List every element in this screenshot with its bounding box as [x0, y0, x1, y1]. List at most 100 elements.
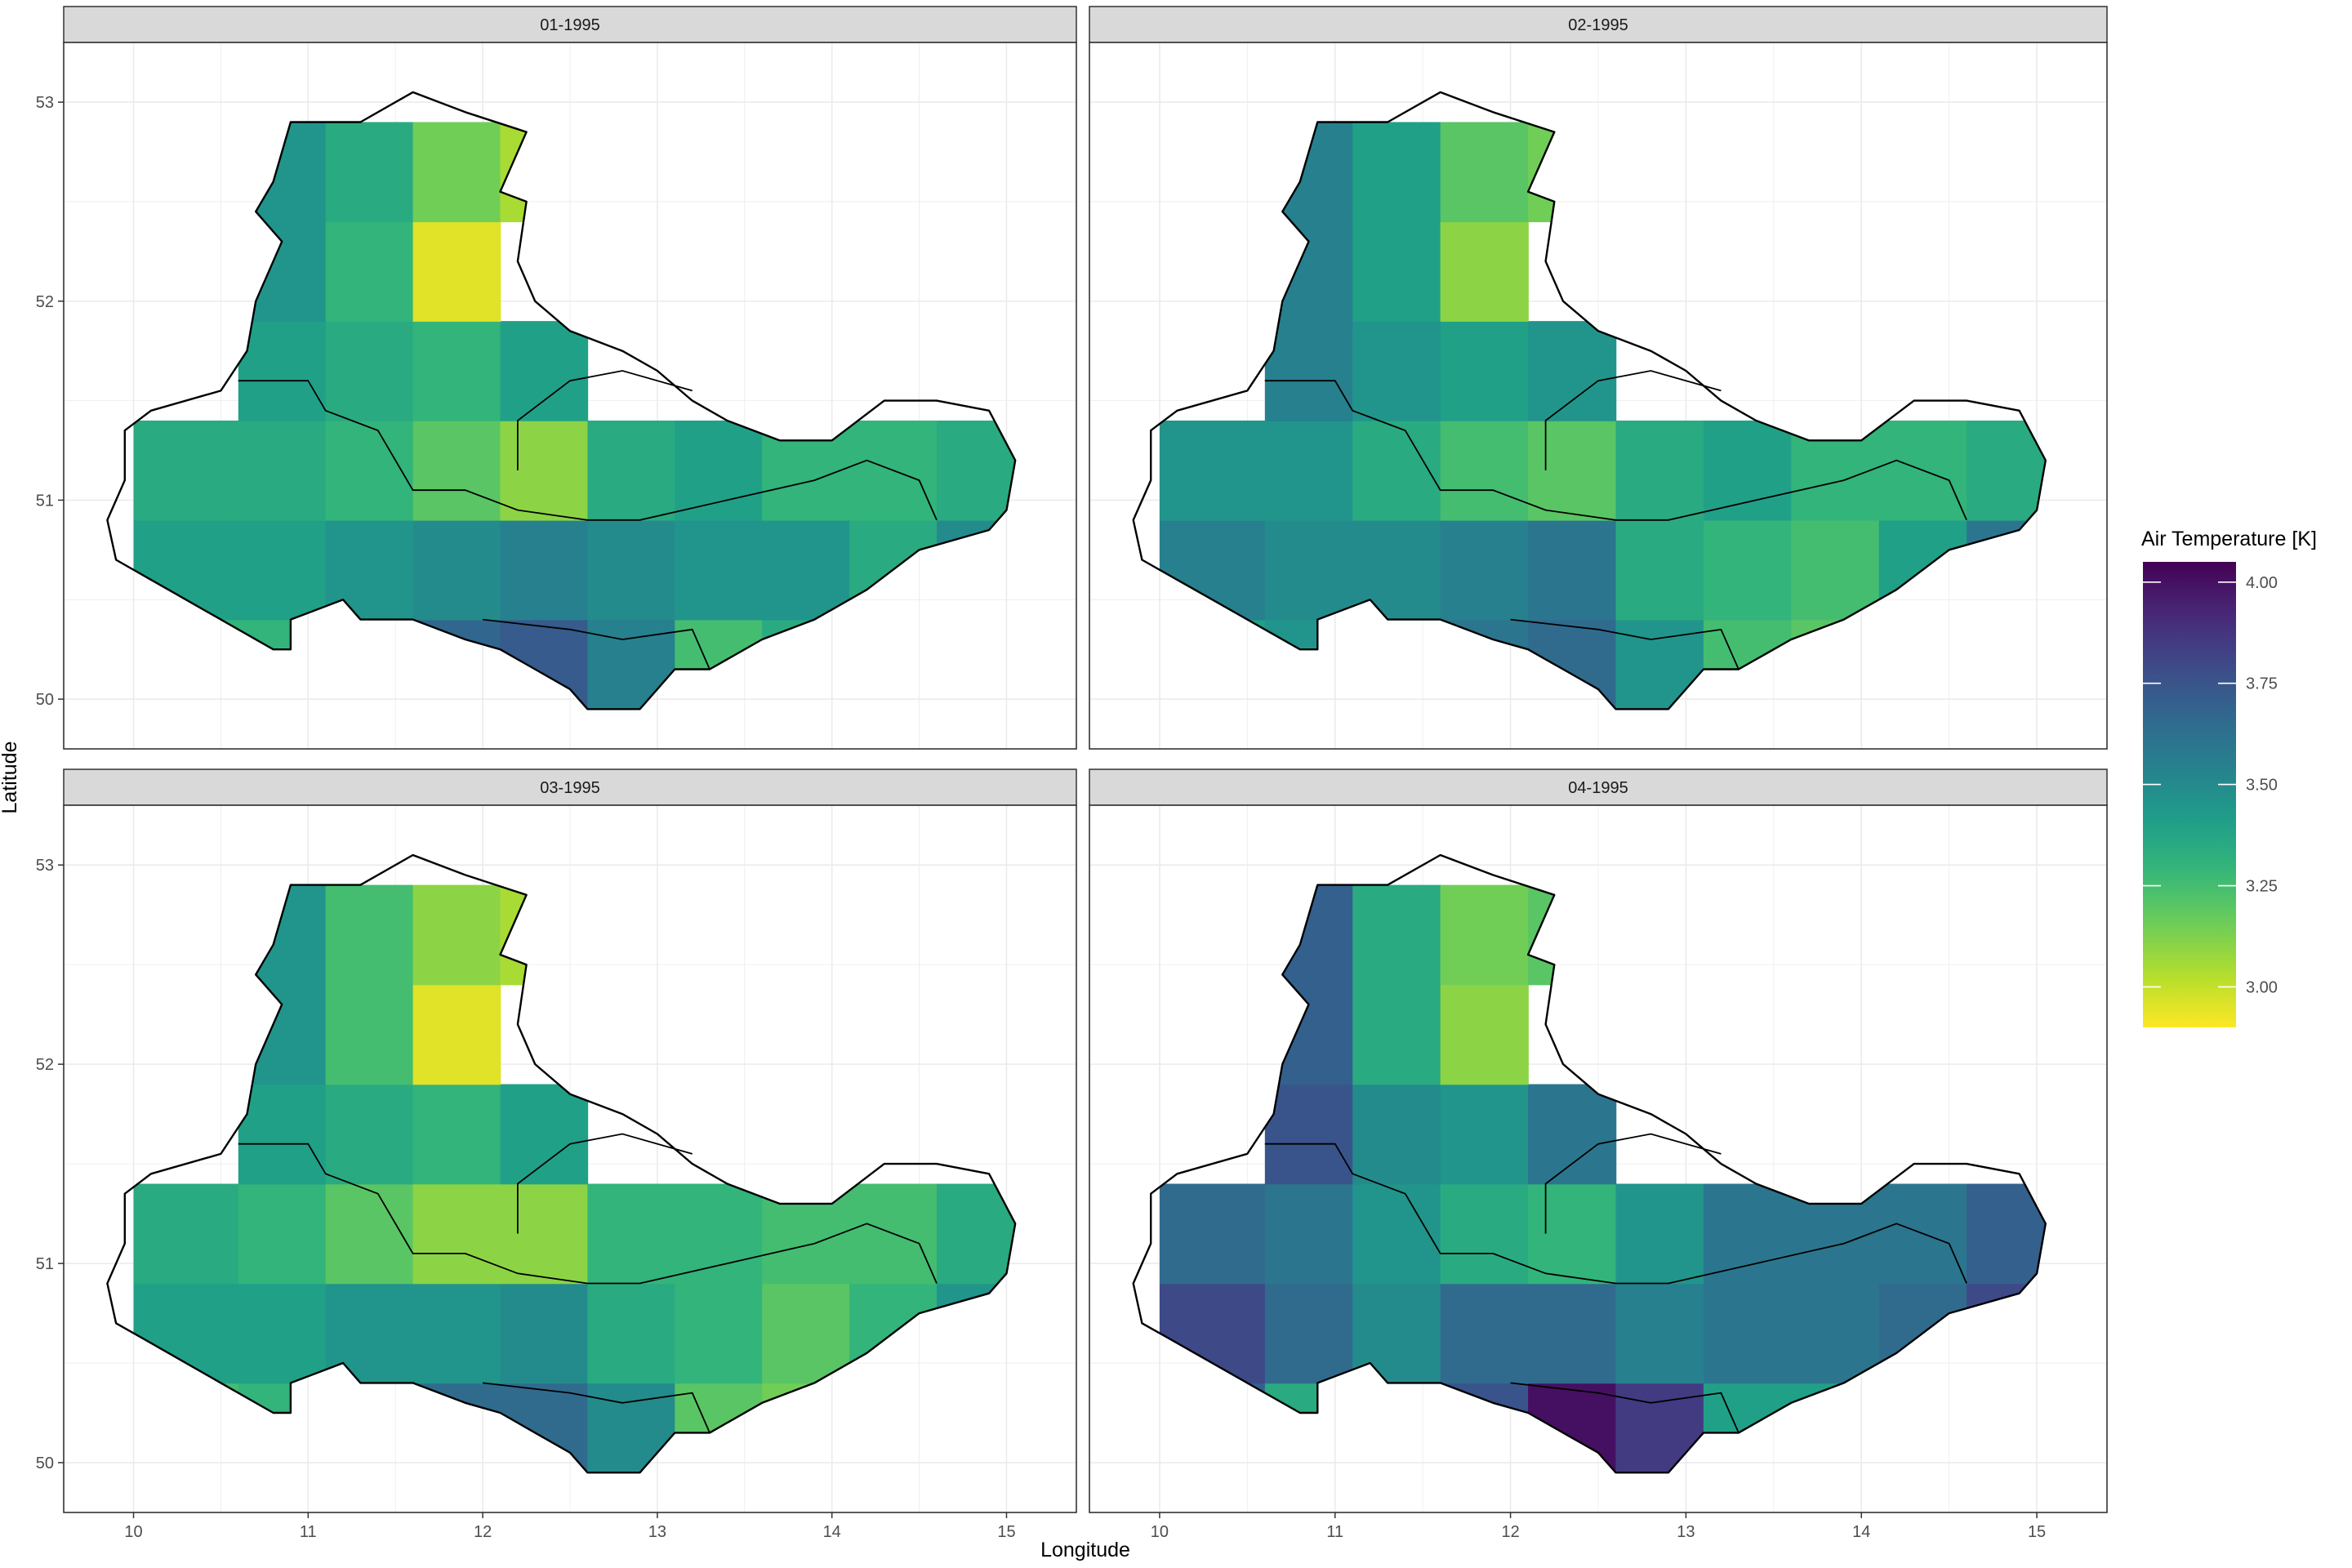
raster-cell [1352, 984, 1441, 1085]
raster-cell [675, 1283, 763, 1384]
raster-cell [762, 1283, 850, 1384]
raster-cell [238, 1183, 327, 1285]
raster-cell [325, 884, 414, 986]
y-tick-label: 53 [36, 857, 54, 875]
y-tick-label: 50 [36, 1454, 54, 1472]
raster-cell [675, 519, 763, 621]
raster-cell [412, 1183, 501, 1285]
raster-cell [1440, 1084, 1529, 1185]
raster-cell [762, 519, 850, 621]
raster-cell [1440, 321, 1529, 421]
raster-cell [325, 420, 414, 521]
legend-tick-label: 3.75 [2246, 675, 2278, 693]
raster-cell [1528, 1283, 1617, 1384]
raster-cell [238, 519, 327, 621]
raster-cell [1159, 420, 1266, 521]
raster-cell [238, 1084, 327, 1185]
raster-cell [1791, 519, 1880, 621]
raster-cell [133, 1183, 239, 1285]
raster-cell [500, 321, 589, 421]
x-tick-label: 15 [997, 1523, 1015, 1541]
raster-cell [587, 1183, 676, 1285]
raster-cell [1703, 420, 1793, 521]
raster-cell [1352, 1183, 1441, 1285]
raster-cell [1440, 884, 1529, 986]
x-tick-label: 12 [474, 1523, 492, 1541]
internal-border [1264, 380, 1967, 521]
raster-cell [1528, 1084, 1617, 1185]
raster-cell [1528, 420, 1617, 521]
y-tick-label: 51 [36, 1255, 54, 1273]
raster-cell [1615, 1283, 1704, 1384]
internal-border [238, 1143, 938, 1285]
raster-cell [1528, 1183, 1617, 1285]
internal-border [517, 1133, 693, 1234]
x-tick-label: 13 [648, 1523, 666, 1541]
raster-cell [1264, 1084, 1354, 1185]
raster-cell [1159, 1183, 1266, 1285]
raster-cell [412, 221, 501, 322]
raster-cell [412, 321, 501, 421]
raster-cell [587, 1283, 676, 1384]
raster-cell [133, 420, 239, 521]
internal-border [1544, 1133, 1722, 1234]
x-tick-label: 14 [1852, 1523, 1870, 1541]
raster-cell [1264, 420, 1354, 521]
raster-cell [412, 884, 501, 986]
internal-border [1510, 1382, 1740, 1433]
facet-strip [63, 768, 1077, 806]
facet-strip [1089, 768, 2108, 806]
raster-cell [1440, 984, 1529, 1085]
raster-cell [325, 984, 414, 1085]
raster-cell [1352, 122, 1441, 223]
raster-cell [1703, 519, 1793, 621]
legend-tick-label: 3.25 [2246, 878, 2278, 896]
raster-cell [1352, 1084, 1441, 1185]
facet-strip-label: 04-1995 [1568, 779, 1628, 797]
raster-cell [500, 1183, 589, 1285]
raster-cell [1264, 1183, 1354, 1285]
raster-cell [500, 519, 589, 621]
facet-strip-label: 03-1995 [540, 779, 599, 797]
raster-cell [412, 1084, 501, 1185]
raster-cell [238, 1283, 327, 1384]
raster-cell [675, 1183, 763, 1285]
raster-cell [500, 1084, 589, 1185]
raster-cell [1440, 1183, 1529, 1285]
raster-cell [1352, 420, 1441, 521]
raster-cell [325, 122, 414, 223]
raster-cell [412, 122, 501, 223]
x-tick-label: 11 [1326, 1523, 1343, 1541]
legend-tick-label: 3.00 [2246, 978, 2278, 996]
raster-cell [500, 1283, 589, 1384]
raster-cell [1264, 1283, 1354, 1384]
facet-panel: 04-1995 10 11 12 13 14 15 [1089, 768, 2108, 1541]
x-tick-label: 14 [823, 1523, 841, 1541]
x-tick-label: 10 [124, 1523, 142, 1541]
raster-cell [1791, 1283, 1880, 1384]
raster-cell [412, 984, 501, 1085]
legend-tick-label: 3.50 [2246, 777, 2278, 795]
panel-border [63, 804, 1077, 1513]
region-outline [106, 91, 1017, 710]
raster-cell [1440, 1283, 1529, 1384]
raster-cell [587, 519, 676, 621]
raster-cell [412, 420, 501, 521]
facet-strip-label: 01-1995 [540, 16, 599, 34]
region-outline [1132, 91, 2047, 710]
raster-cell [1264, 321, 1354, 421]
raster-cell [1264, 519, 1354, 621]
x-tick-label: 12 [1501, 1523, 1519, 1541]
raster-cell [412, 519, 501, 621]
raster-cell [325, 1183, 414, 1285]
raster-cell [412, 1283, 501, 1384]
y-tick-label: 53 [36, 94, 54, 112]
raster-cell [500, 420, 589, 521]
internal-border [482, 618, 710, 670]
facet-panel: 02-1995 [1089, 6, 2108, 750]
raster-cell [675, 420, 763, 521]
y-tick-label: 52 [36, 1056, 54, 1074]
raster-cell [1703, 1283, 1793, 1384]
x-tick-label: 10 [1151, 1523, 1169, 1541]
